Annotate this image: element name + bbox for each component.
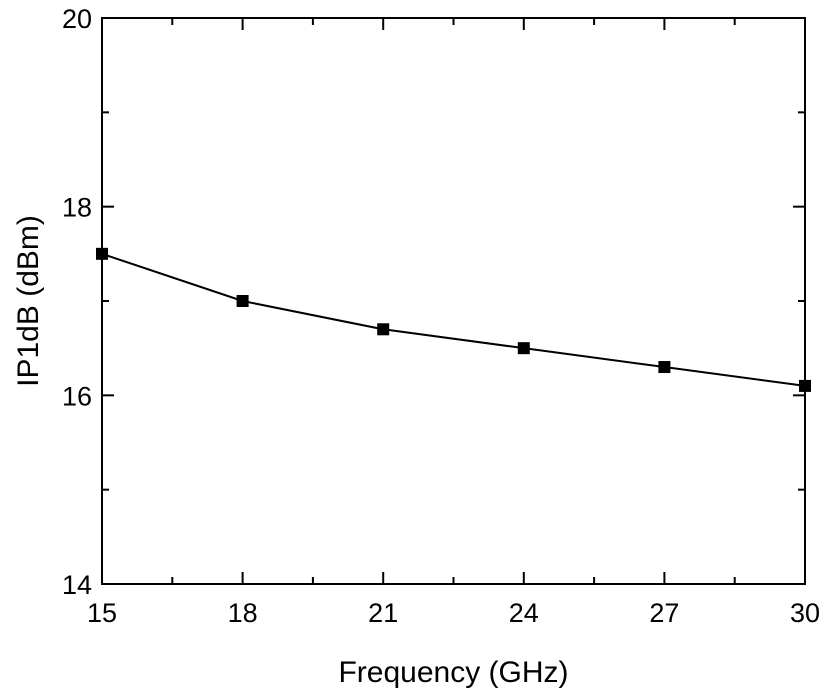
x-tick-label: 21 [368, 598, 398, 628]
x-axis-title: Frequency (GHz) [338, 656, 568, 689]
y-tick-labels: 14 16 18 20 [62, 4, 92, 600]
series-layer [96, 247, 811, 392]
data-point-marker [96, 247, 108, 260]
x-tick-label: 30 [790, 598, 820, 628]
y-tick-label: 20 [62, 4, 92, 34]
y-tick-label: 14 [62, 570, 92, 600]
x-tick-label: 27 [649, 598, 679, 628]
x-tick-labels: 15 18 21 24 27 30 [87, 598, 820, 628]
series-line [101, 252, 806, 387]
y-tick-label: 16 [62, 381, 92, 411]
data-point-marker [377, 323, 390, 336]
y-tick-label: 18 [62, 193, 92, 223]
x-tick-label: 18 [228, 598, 258, 628]
data-point-marker [517, 342, 530, 355]
plot-frame [101, 17, 806, 585]
data-point-marker [236, 295, 249, 307]
data-point-marker [658, 361, 671, 374]
y-axis-title: IP1dB (dBm) [12, 215, 45, 387]
minor-ticks [102, 18, 805, 584]
data-point-marker [799, 379, 811, 392]
x-tick-label: 24 [509, 598, 539, 628]
x-tick-label: 15 [87, 598, 117, 628]
major-ticks [101, 17, 806, 585]
